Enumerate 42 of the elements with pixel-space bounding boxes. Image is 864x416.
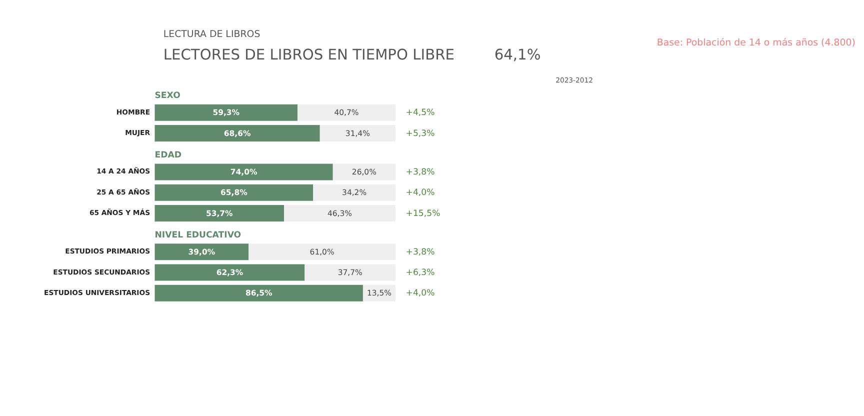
bar <box>154 264 305 281</box>
chart-title: SEXO <box>154 91 180 102</box>
data-label: 46,3% <box>327 208 352 218</box>
text: +4,5% <box>406 108 435 118</box>
chart-title: EDAD <box>154 150 182 160</box>
text: +3,8% <box>406 247 435 258</box>
text: +4,0% <box>406 288 435 299</box>
data-label: 62,3% <box>216 268 244 278</box>
bar <box>304 264 396 281</box>
text: LECTORES DE LIBROS EN TIEMPO LIBRE <box>163 46 454 64</box>
bar <box>313 184 396 201</box>
text: +3,8% <box>406 168 435 178</box>
bar <box>284 204 396 222</box>
data-label: 65,8% <box>220 188 248 198</box>
data-label: 86,5% <box>245 288 273 298</box>
bar <box>154 184 314 201</box>
data-label: 34,2% <box>342 188 367 198</box>
text: Base: Población de 14 o más años (4.800) <box>656 38 856 49</box>
bar <box>248 244 396 260</box>
data-label: 59,3% <box>212 108 240 118</box>
text: +4,0% <box>406 188 435 198</box>
data-label: 40,7% <box>334 108 359 118</box>
bar <box>154 284 363 302</box>
text: +15,5% <box>406 208 440 219</box>
data-label: 61,0% <box>310 247 334 256</box>
data-label: 39,0% <box>188 247 216 256</box>
text: 64,1% <box>494 46 541 64</box>
data-label: 68,6% <box>224 128 251 138</box>
text: +5,3% <box>406 128 435 139</box>
bar <box>332 164 396 180</box>
data-label: 26,0% <box>352 168 376 177</box>
data-label: 53,7% <box>206 208 234 218</box>
bar <box>154 164 333 180</box>
bar <box>154 244 249 260</box>
data-label: 31,4% <box>345 128 370 138</box>
data-label: 74,0% <box>230 168 258 177</box>
data-label: 37,7% <box>338 268 362 278</box>
text: +6,3% <box>406 268 435 278</box>
text: LECTURA DE LIBROS <box>163 28 260 40</box>
chart-title: NIVEL EDUCATIVO <box>154 230 242 240</box>
data-label: 13,5% <box>366 288 392 298</box>
bar <box>154 204 284 222</box>
